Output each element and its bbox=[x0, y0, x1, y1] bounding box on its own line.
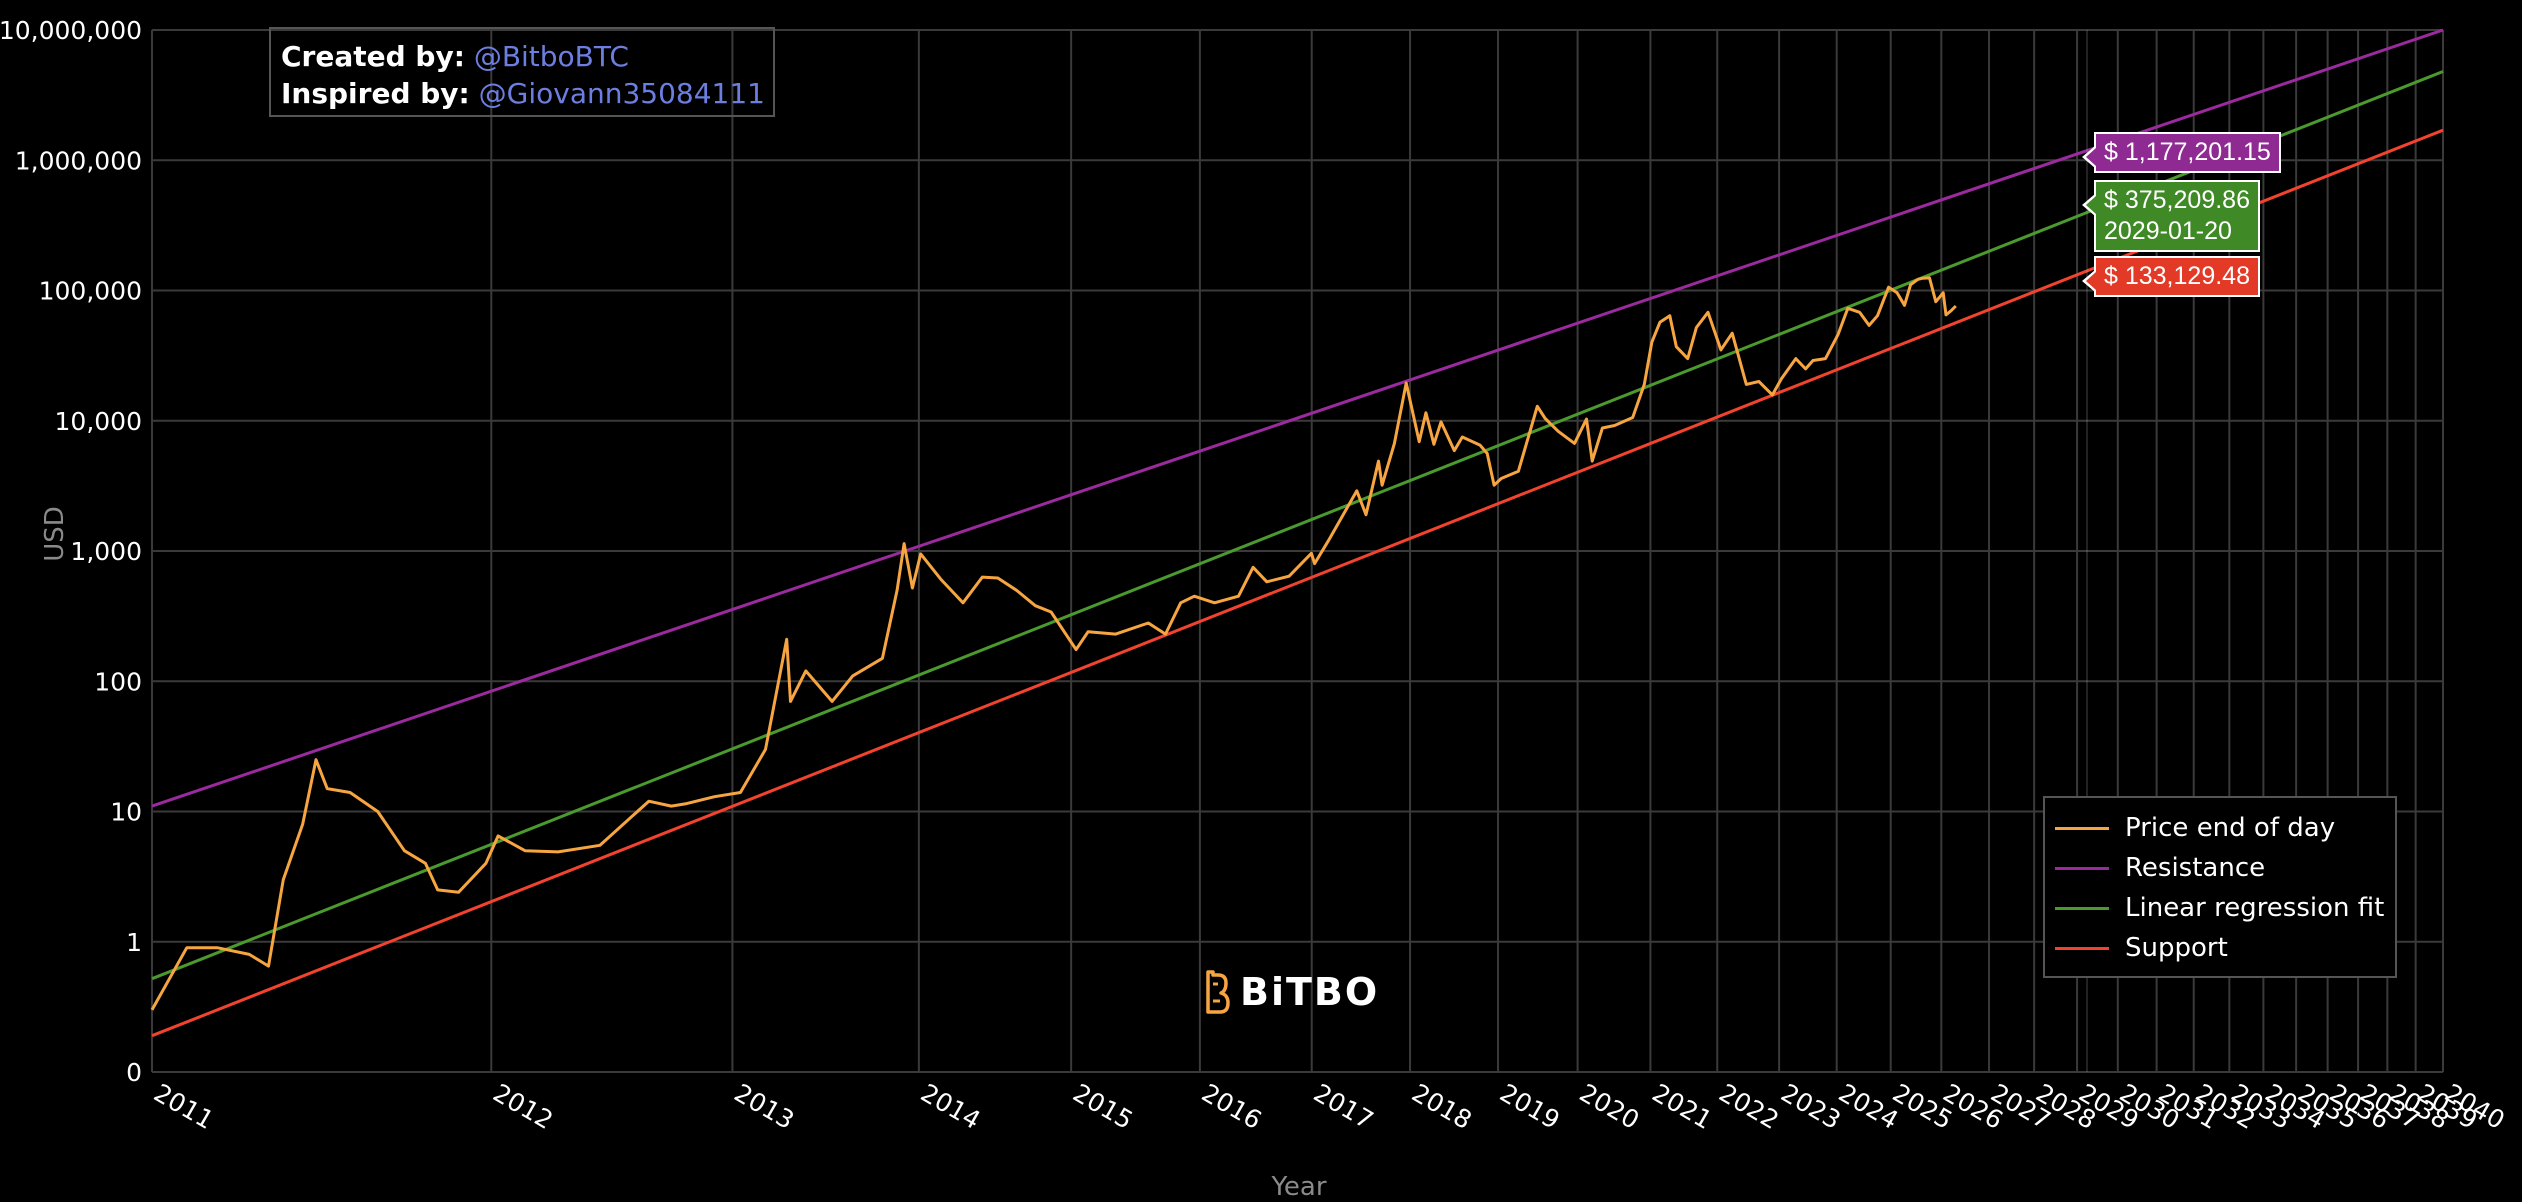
hover-resistance-value: $ 1,177,201.15 bbox=[2104, 138, 2271, 166]
x-axis-ticks: 2011 2012 2013 2014 2015 2016 2017 2018 2019 2020… bbox=[149, 1078, 2510, 1135]
legend-swatch-regression bbox=[2055, 906, 2109, 910]
y-tick-label: 100,000 bbox=[39, 277, 142, 306]
x-tick-label: 2012 bbox=[488, 1078, 558, 1135]
y-tick-label: 1,000,000 bbox=[15, 146, 142, 175]
x-tick-label: 2023 bbox=[1776, 1078, 1846, 1135]
x-tick-label: 2011 bbox=[149, 1078, 219, 1135]
legend-swatch-resistance bbox=[2055, 866, 2109, 870]
x-tick-label: 2021 bbox=[1647, 1078, 1717, 1135]
legend-label-resistance: Resistance bbox=[2125, 853, 2266, 883]
series-layer bbox=[150, 28, 2444, 1038]
legend-label-regression: Linear regression fit bbox=[2125, 893, 2385, 923]
price-line bbox=[150, 276, 1957, 1011]
y-tick-label: 100 bbox=[94, 667, 142, 696]
hover-date: 2029-01-20 bbox=[2104, 217, 2232, 245]
hover-support-value: $ 133,129.48 bbox=[2104, 262, 2250, 290]
legend-item-resistance[interactable]: Resistance bbox=[2055, 848, 2395, 888]
bitbo-logo: BiTBO bbox=[1202, 970, 1379, 1014]
bitbo-logo-text: BiTBO bbox=[1240, 970, 1380, 1014]
legend-swatch-price bbox=[2055, 826, 2109, 830]
x-tick-label: 2014 bbox=[916, 1078, 986, 1135]
legend-label-support: Support bbox=[2125, 933, 2228, 963]
x-tick-label: 2022 bbox=[1714, 1078, 1784, 1135]
x-tick-label: 2019 bbox=[1495, 1078, 1565, 1135]
legend-item-regression[interactable]: Linear regression fit bbox=[2055, 888, 2395, 928]
credits-box: Created by: @BitboBTC Inspired by: @Giov… bbox=[269, 27, 775, 117]
y-tick-label: 10,000 bbox=[55, 407, 142, 436]
legend: Price end of day Resistance Linear regre… bbox=[2043, 796, 2397, 978]
hover-resistance-tag: $ 1,177,201.15 bbox=[2082, 132, 2281, 173]
legend-swatch-support bbox=[2055, 946, 2109, 950]
support-line bbox=[151, 128, 2444, 1038]
resistance-line bbox=[151, 28, 2444, 808]
x-axis-title: Year bbox=[1270, 1172, 1326, 1202]
x-tick-label: 2020 bbox=[1575, 1078, 1645, 1135]
hover-regression-tag: $ 375,209.86 2029-01-20 bbox=[2082, 180, 2260, 252]
inspired-by-label: Inspired by: bbox=[281, 77, 470, 110]
y-axis-title: USD bbox=[40, 506, 70, 562]
x-tick-label: 2024 bbox=[1834, 1078, 1904, 1135]
y-axis-ticks: 0 1 10 100 1,000 10,000 100,000 1,000,000 10,000… bbox=[0, 16, 142, 1087]
legend-item-support[interactable]: Support bbox=[2055, 928, 2395, 968]
x-tick-label: 2015 bbox=[1068, 1078, 1138, 1135]
x-tick-label: 2013 bbox=[729, 1078, 799, 1135]
y-tick-label: 0 bbox=[126, 1058, 142, 1087]
hover-support-tag: $ 133,129.48 bbox=[2082, 256, 2260, 297]
x-tick-label: 2018 bbox=[1407, 1078, 1477, 1135]
created-by-label: Created by: bbox=[281, 40, 465, 73]
regression-line bbox=[151, 70, 2444, 981]
bitbo-b-logo-icon bbox=[1206, 970, 1230, 1014]
grid bbox=[151, 29, 2444, 1073]
y-tick-label: 1,000 bbox=[70, 537, 142, 566]
x-tick-label: 2040 bbox=[2440, 1078, 2510, 1135]
hover-regression-value: $ 375,209.86 bbox=[2104, 186, 2250, 214]
y-tick-label: 10,000,000 bbox=[0, 16, 142, 45]
x-tick-label: 2016 bbox=[1197, 1078, 1267, 1135]
inspired-by-link[interactable]: @Giovann35084111 bbox=[478, 77, 765, 110]
legend-label-price: Price end of day bbox=[2125, 813, 2336, 843]
y-tick-label: 1 bbox=[126, 928, 142, 957]
y-tick-label: 10 bbox=[110, 798, 142, 827]
legend-item-price[interactable]: Price end of day bbox=[2055, 808, 2395, 848]
x-tick-label: 2017 bbox=[1309, 1078, 1379, 1135]
created-by-link[interactable]: @BitboBTC bbox=[473, 40, 629, 73]
